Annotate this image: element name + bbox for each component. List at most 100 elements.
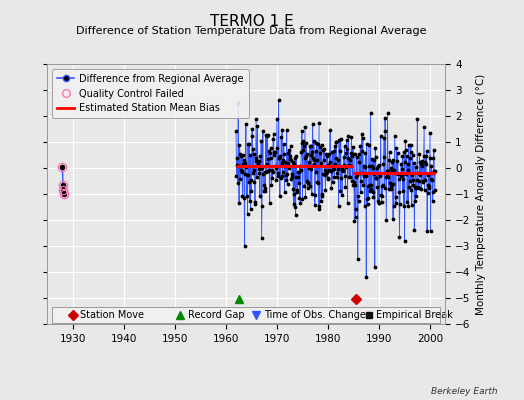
Point [326, 127, 334, 133]
Point [280, 151, 288, 158]
Point [301, 194, 310, 200]
Point [250, 179, 258, 185]
Point [328, 162, 336, 169]
Point [371, 145, 379, 152]
Point [298, 140, 306, 147]
Point [408, 172, 417, 179]
Point [253, 174, 261, 180]
Point [252, 157, 260, 164]
Point [408, 201, 416, 208]
Point [252, 155, 260, 162]
Text: Station Move: Station Move [80, 310, 144, 320]
Point [344, 133, 353, 139]
Point [389, 157, 398, 164]
Point [304, 180, 313, 186]
Point [343, 146, 351, 152]
Point [308, 190, 316, 197]
Point [427, 176, 435, 182]
Point [365, 142, 373, 148]
Point [427, 228, 435, 235]
Point [286, 143, 294, 149]
Point [414, 184, 422, 190]
Point [277, 175, 285, 181]
Point [394, 150, 402, 157]
Point [327, 168, 335, 174]
Point [397, 161, 406, 168]
Point [370, 157, 378, 164]
Point [274, 173, 282, 179]
Point [289, 186, 297, 192]
Point [235, 142, 244, 148]
Point [255, 170, 264, 176]
Point [244, 141, 252, 148]
Point [307, 143, 315, 149]
Point [284, 160, 292, 167]
Point [248, 170, 257, 176]
Point [241, 171, 249, 178]
Point [300, 154, 309, 161]
Point [310, 160, 319, 167]
Point [401, 137, 410, 144]
Point [372, 153, 380, 160]
Point [379, 154, 388, 160]
Point [407, 142, 415, 148]
Point [401, 159, 409, 166]
Point [240, 195, 248, 201]
Point [304, 159, 313, 165]
Point [282, 176, 290, 183]
Point [337, 175, 345, 182]
Point [284, 150, 292, 156]
Point [412, 193, 421, 199]
Point [257, 165, 265, 171]
Point [298, 195, 307, 202]
Point [414, 177, 423, 184]
Point [345, 156, 354, 163]
Point [420, 187, 429, 193]
Point [234, 100, 243, 106]
Point [254, 158, 262, 164]
Point [339, 166, 347, 173]
Point [427, 163, 435, 169]
Point [260, 185, 269, 191]
Point [232, 128, 241, 134]
Point [345, 174, 353, 180]
Point [275, 155, 283, 161]
Point [377, 192, 385, 198]
Point [319, 146, 328, 153]
Point [349, 144, 357, 150]
Point [275, 97, 283, 104]
Point [323, 153, 331, 160]
Point [364, 194, 373, 201]
Point [347, 134, 356, 140]
Point [307, 166, 315, 172]
Point [419, 178, 427, 184]
Point [366, 182, 374, 189]
Point [260, 188, 268, 194]
Point [381, 114, 389, 121]
Point [279, 169, 287, 175]
Point [291, 155, 299, 162]
Point [423, 182, 432, 188]
Point [426, 130, 434, 136]
Point [301, 124, 309, 131]
Point [395, 189, 403, 196]
Point [403, 199, 411, 206]
Point [314, 180, 322, 186]
Point [235, 200, 243, 206]
Point [268, 175, 277, 182]
Point [387, 186, 396, 192]
Point [243, 193, 251, 200]
Point [283, 171, 291, 178]
Point [374, 163, 383, 169]
Point [423, 228, 431, 234]
Point [337, 165, 346, 172]
Point [267, 154, 275, 161]
Point [415, 150, 423, 157]
Point [364, 183, 372, 190]
Point [304, 180, 312, 186]
Point [239, 157, 248, 164]
Point [309, 157, 318, 163]
Point [404, 203, 412, 210]
Point [373, 184, 381, 190]
Point [363, 140, 371, 147]
